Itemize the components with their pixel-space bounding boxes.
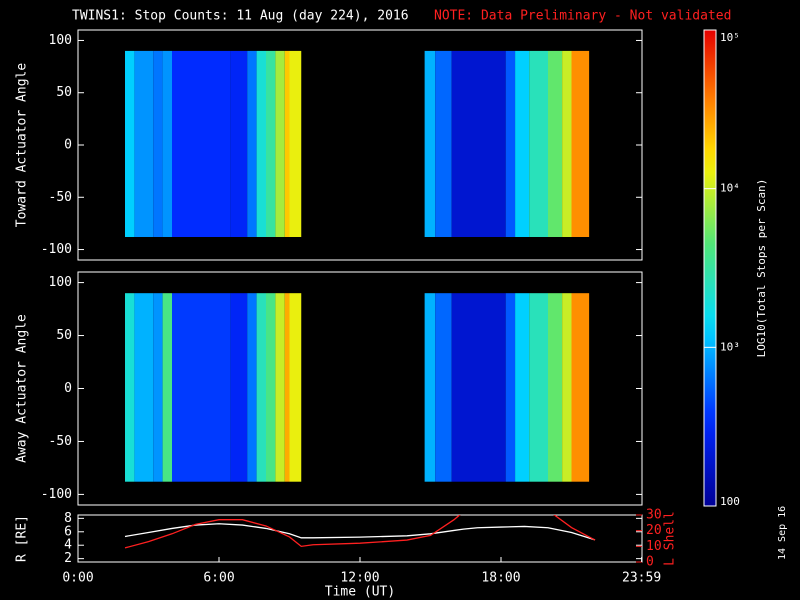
y-tick-label: 100 <box>49 33 72 48</box>
heatmap-cell <box>562 50 572 238</box>
x-axis-label: Time (UT) <box>325 585 395 600</box>
line-series <box>124 523 596 541</box>
y-tick-label: 8 <box>64 511 72 526</box>
x-tick-label: 12:00 <box>340 571 379 586</box>
x-tick-label: 18:00 <box>481 571 520 586</box>
y-tick-label: -50 <box>49 434 72 449</box>
heatmap-cell <box>275 293 285 482</box>
y-tick-label: 4 <box>64 538 72 553</box>
heatmap-cell <box>529 293 548 482</box>
heatmap-cell <box>548 50 563 238</box>
heatmap-cell <box>256 50 266 238</box>
heatmap-cell <box>571 50 590 238</box>
note: NOTE: Data Preliminary - Not validated <box>434 9 731 24</box>
heatmap-cell <box>247 293 257 482</box>
heatmap-cell <box>172 50 231 238</box>
colorbar <box>703 29 717 507</box>
y-tick-label: -100 <box>41 242 72 257</box>
heatmap-cell <box>230 293 248 482</box>
colorbar-tick-label: 10⁴ <box>720 182 740 195</box>
heatmap-cell <box>451 50 506 238</box>
heatmap-cell <box>548 293 563 482</box>
heatmap-cell <box>134 293 154 482</box>
x-tick-label: 23:59 <box>622 571 661 586</box>
y-tick-label: 0 <box>64 381 72 396</box>
heatmap-cell <box>125 293 135 482</box>
heatmap-cell <box>451 293 506 482</box>
y-tick-label: -100 <box>41 487 72 502</box>
heatmap-cell <box>435 50 452 238</box>
heatmap-cell <box>230 50 248 238</box>
heatmap-cell <box>153 50 163 238</box>
colorbar-tick-label: 10⁵ <box>720 31 740 44</box>
y-tick-label: 2 <box>64 551 72 566</box>
heatmap-cell <box>289 293 302 482</box>
heatmap-cell <box>505 50 516 238</box>
heatmap-cell <box>505 293 516 482</box>
y-axis-label: Away Actuator Angle <box>15 314 30 463</box>
heatmap-cell <box>424 50 436 238</box>
x-tick-label: 0:00 <box>62 571 93 586</box>
y-axis-label: R [RE] <box>15 515 30 562</box>
line-series <box>124 515 596 549</box>
y-axis-label: Toward Actuator Angle <box>15 63 30 228</box>
chart-title: TWINS1: Stop Counts: 11 Aug (day 224), 2… <box>72 9 409 24</box>
y-tick-label: -50 <box>49 190 72 205</box>
heatmap-cell <box>172 293 231 482</box>
x-tick-label: 6:00 <box>203 571 234 586</box>
heatmap-cell <box>134 50 154 238</box>
y-tick-label: 50 <box>56 328 72 343</box>
y2-axis-label: L Shell <box>663 511 678 566</box>
heatmap-cell <box>162 50 172 238</box>
heatmap-cell <box>266 50 276 238</box>
y2-tick-label: 10 <box>646 539 662 554</box>
heatmap-cell <box>562 293 572 482</box>
y2-tick-label: 20 <box>646 523 662 538</box>
date-stamp: 14 Sep 16 <box>777 506 788 560</box>
heatmap-cell <box>247 50 257 238</box>
heatmap-cell <box>424 293 436 482</box>
heatmap-cell <box>256 293 266 482</box>
heatmap-cell <box>125 50 135 238</box>
y-tick-label: 0 <box>64 138 72 153</box>
y-tick-label: 50 <box>56 85 72 100</box>
heatmap-cell <box>529 50 548 238</box>
y-tick-label: 100 <box>49 275 72 290</box>
colorbar-tick-label: 100 <box>720 495 740 508</box>
heatmap-cell <box>435 293 452 482</box>
heatmap-cell <box>284 50 290 238</box>
colorbar-label: LOG10(Total Stops per Scan) <box>755 179 768 358</box>
heatmap-cell <box>275 50 285 238</box>
y2-tick-label: 30 <box>646 508 662 523</box>
y-tick-label: 6 <box>64 524 72 539</box>
heatmap-cell <box>284 293 290 482</box>
y2-tick-label: 0 <box>646 555 654 570</box>
heatmap-cell <box>162 293 172 482</box>
heatmap-cell <box>571 293 590 482</box>
heatmap-cell <box>266 293 276 482</box>
heatmap-cell <box>289 50 302 238</box>
heatmap-cell <box>515 293 530 482</box>
heatmap-cell <box>153 293 163 482</box>
heatmap-cell <box>515 50 530 238</box>
colorbar-tick-label: 10³ <box>720 340 740 353</box>
